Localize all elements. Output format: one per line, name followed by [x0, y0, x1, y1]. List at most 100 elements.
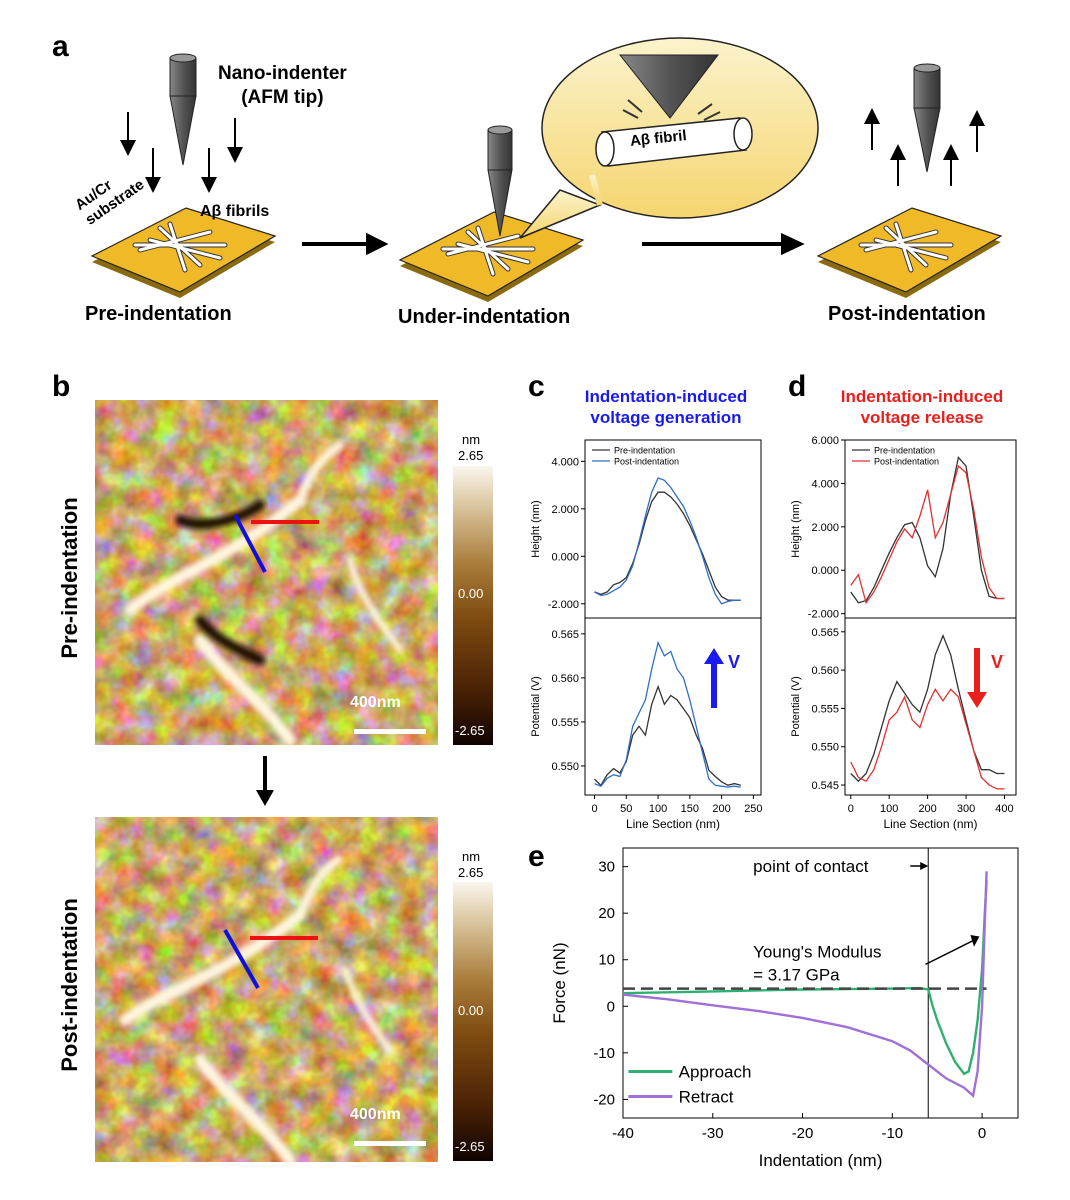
y-axis-label: Force (nN) — [550, 942, 569, 1023]
legend-label: Retract — [679, 1087, 734, 1106]
series-line-upper — [594, 477, 741, 605]
chart-d: 0 100 200 300 400 Line Section (nm) -2.000 0.00… — [790, 435, 1017, 831]
y-tick-label: 0.560 — [811, 665, 839, 677]
x-tick-label: 400 — [995, 803, 1013, 815]
y-tick-label: -2.000 — [808, 609, 839, 621]
modulus-arrow — [925, 938, 978, 966]
y-axis-label-upper: Height (nm) — [530, 500, 542, 557]
scale-bar-label-post: 400nm — [350, 1106, 401, 1123]
x-tick-label: 200 — [712, 803, 730, 815]
y-tick-label: 0.555 — [811, 703, 839, 715]
trend-arrow-head — [967, 692, 987, 708]
chart-c: 0 50 100 150 200 250 Line Section (nm) -2.000 0.… — [530, 439, 763, 831]
legend-label: Post-indentation — [874, 457, 939, 467]
y-tick-label: -2.000 — [548, 599, 579, 611]
x-tick-label: -20 — [792, 1125, 814, 1142]
scale-bar-post — [354, 1141, 426, 1146]
chart-frame — [622, 847, 1019, 1119]
nano-indenter-label: Nano-indenter (AFM tip) — [218, 63, 347, 108]
substrate-under — [398, 211, 585, 302]
arrow-label: V — [991, 652, 1003, 672]
schematic-panel-a — [90, 37, 1003, 302]
x-tick-label: 250 — [744, 803, 762, 815]
zoom-bubble — [519, 37, 819, 239]
panel-d-title: Indentation-induced voltage release — [840, 387, 1004, 427]
panel-label-c: c — [528, 370, 545, 403]
panel-label-a: a — [52, 30, 69, 63]
x-tick-label: -10 — [881, 1125, 903, 1142]
up-arrows — [864, 108, 985, 186]
legend-label: Pre-indentation — [614, 446, 675, 456]
modulus-arrow-head — [970, 935, 980, 947]
afm-image-pre — [95, 400, 438, 746]
x-tick-label: -30 — [702, 1125, 724, 1142]
y-tick-label: 2.000 — [551, 504, 579, 516]
colorbar-min-post: -2.65 — [455, 1139, 485, 1154]
legend-label: Approach — [679, 1062, 752, 1081]
legend-label: Post-indentation — [614, 457, 679, 467]
afm-images — [95, 400, 493, 1166]
panel-label-d: d — [788, 370, 807, 403]
line-section-blue-pre — [233, 514, 267, 573]
colorbar-max-pre: 2.65 — [458, 448, 484, 463]
series-line-upper — [850, 455, 1005, 604]
afm-tip-under — [487, 125, 513, 237]
colorbar-mid-pre: 0.00 — [458, 586, 484, 601]
series-line-lower — [850, 688, 1005, 790]
modulus-annotation-line2: = 3.17 GPa — [753, 966, 840, 985]
afm-tip-pre — [169, 53, 197, 166]
y-tick-label: 6.000 — [811, 435, 839, 447]
substrate-post — [816, 207, 1003, 298]
colorbar-min-pre: -2.65 — [455, 723, 485, 738]
colorbar-mid-post: 0.00 — [458, 1003, 484, 1018]
contact-arrow — [920, 862, 929, 870]
y-axis-label-lower: Potential (V) — [530, 676, 542, 737]
x-axis-label: Line Section (nm) — [626, 817, 720, 831]
y-tick-label: -10 — [593, 1045, 615, 1062]
y-tick-label: 0.000 — [551, 551, 579, 563]
stage-post-label: Post-indentation — [828, 303, 986, 325]
y-tick-label: 0.000 — [811, 565, 839, 577]
x-tick-label: -40 — [612, 1125, 634, 1142]
y-axis-label-lower: Potential (V) — [790, 676, 802, 737]
y-tick-label: 0.555 — [551, 717, 579, 729]
panel-label-b: b — [52, 370, 71, 403]
pre-to-post-arrow — [256, 756, 274, 806]
y-tick-label: 20 — [598, 905, 615, 922]
contact-annotation: point of contact — [753, 857, 869, 876]
x-tick-label: 300 — [957, 803, 975, 815]
y-tick-label: 0.545 — [811, 780, 839, 792]
colorbar-pre — [453, 466, 493, 745]
x-tick-label: 50 — [620, 803, 632, 815]
stage-pre-label: Pre-indentation — [85, 303, 232, 325]
x-tick-label: 100 — [649, 803, 667, 815]
y-tick-label: 0.550 — [811, 742, 839, 754]
y-tick-label: 30 — [598, 859, 615, 876]
stage-under-label: Under-indentation — [398, 306, 571, 328]
y-tick-label: 4.000 — [551, 456, 579, 468]
y-tick-label: 0.550 — [551, 761, 579, 773]
x-tick-label: 0 — [591, 803, 597, 815]
arrow-label: V — [728, 652, 740, 672]
afm-image-post — [95, 817, 438, 1166]
series-line-upper — [850, 464, 1005, 605]
x-axis-label: Line Section (nm) — [883, 817, 977, 831]
afm-tip-post — [913, 63, 941, 173]
process-arrows — [302, 232, 805, 256]
y-tick-label: 0.565 — [811, 627, 839, 639]
x-tick-label: 0 — [978, 1125, 986, 1142]
down-arrows — [120, 112, 243, 193]
scale-bar-pre — [354, 729, 426, 734]
series-line-lower — [594, 640, 741, 788]
x-tick-label: 0 — [848, 803, 854, 815]
trend-arrow-head — [704, 648, 724, 664]
x-tick-label: 200 — [918, 803, 936, 815]
substrate-pre — [90, 207, 277, 298]
panel-label-e: e — [528, 840, 545, 873]
y-tick-label: 0.565 — [551, 629, 579, 641]
series-line-lower — [850, 633, 1005, 783]
x-tick-label: 100 — [880, 803, 898, 815]
colorbar-max-post: 2.65 — [458, 865, 484, 880]
line-section-blue-post — [223, 929, 260, 989]
